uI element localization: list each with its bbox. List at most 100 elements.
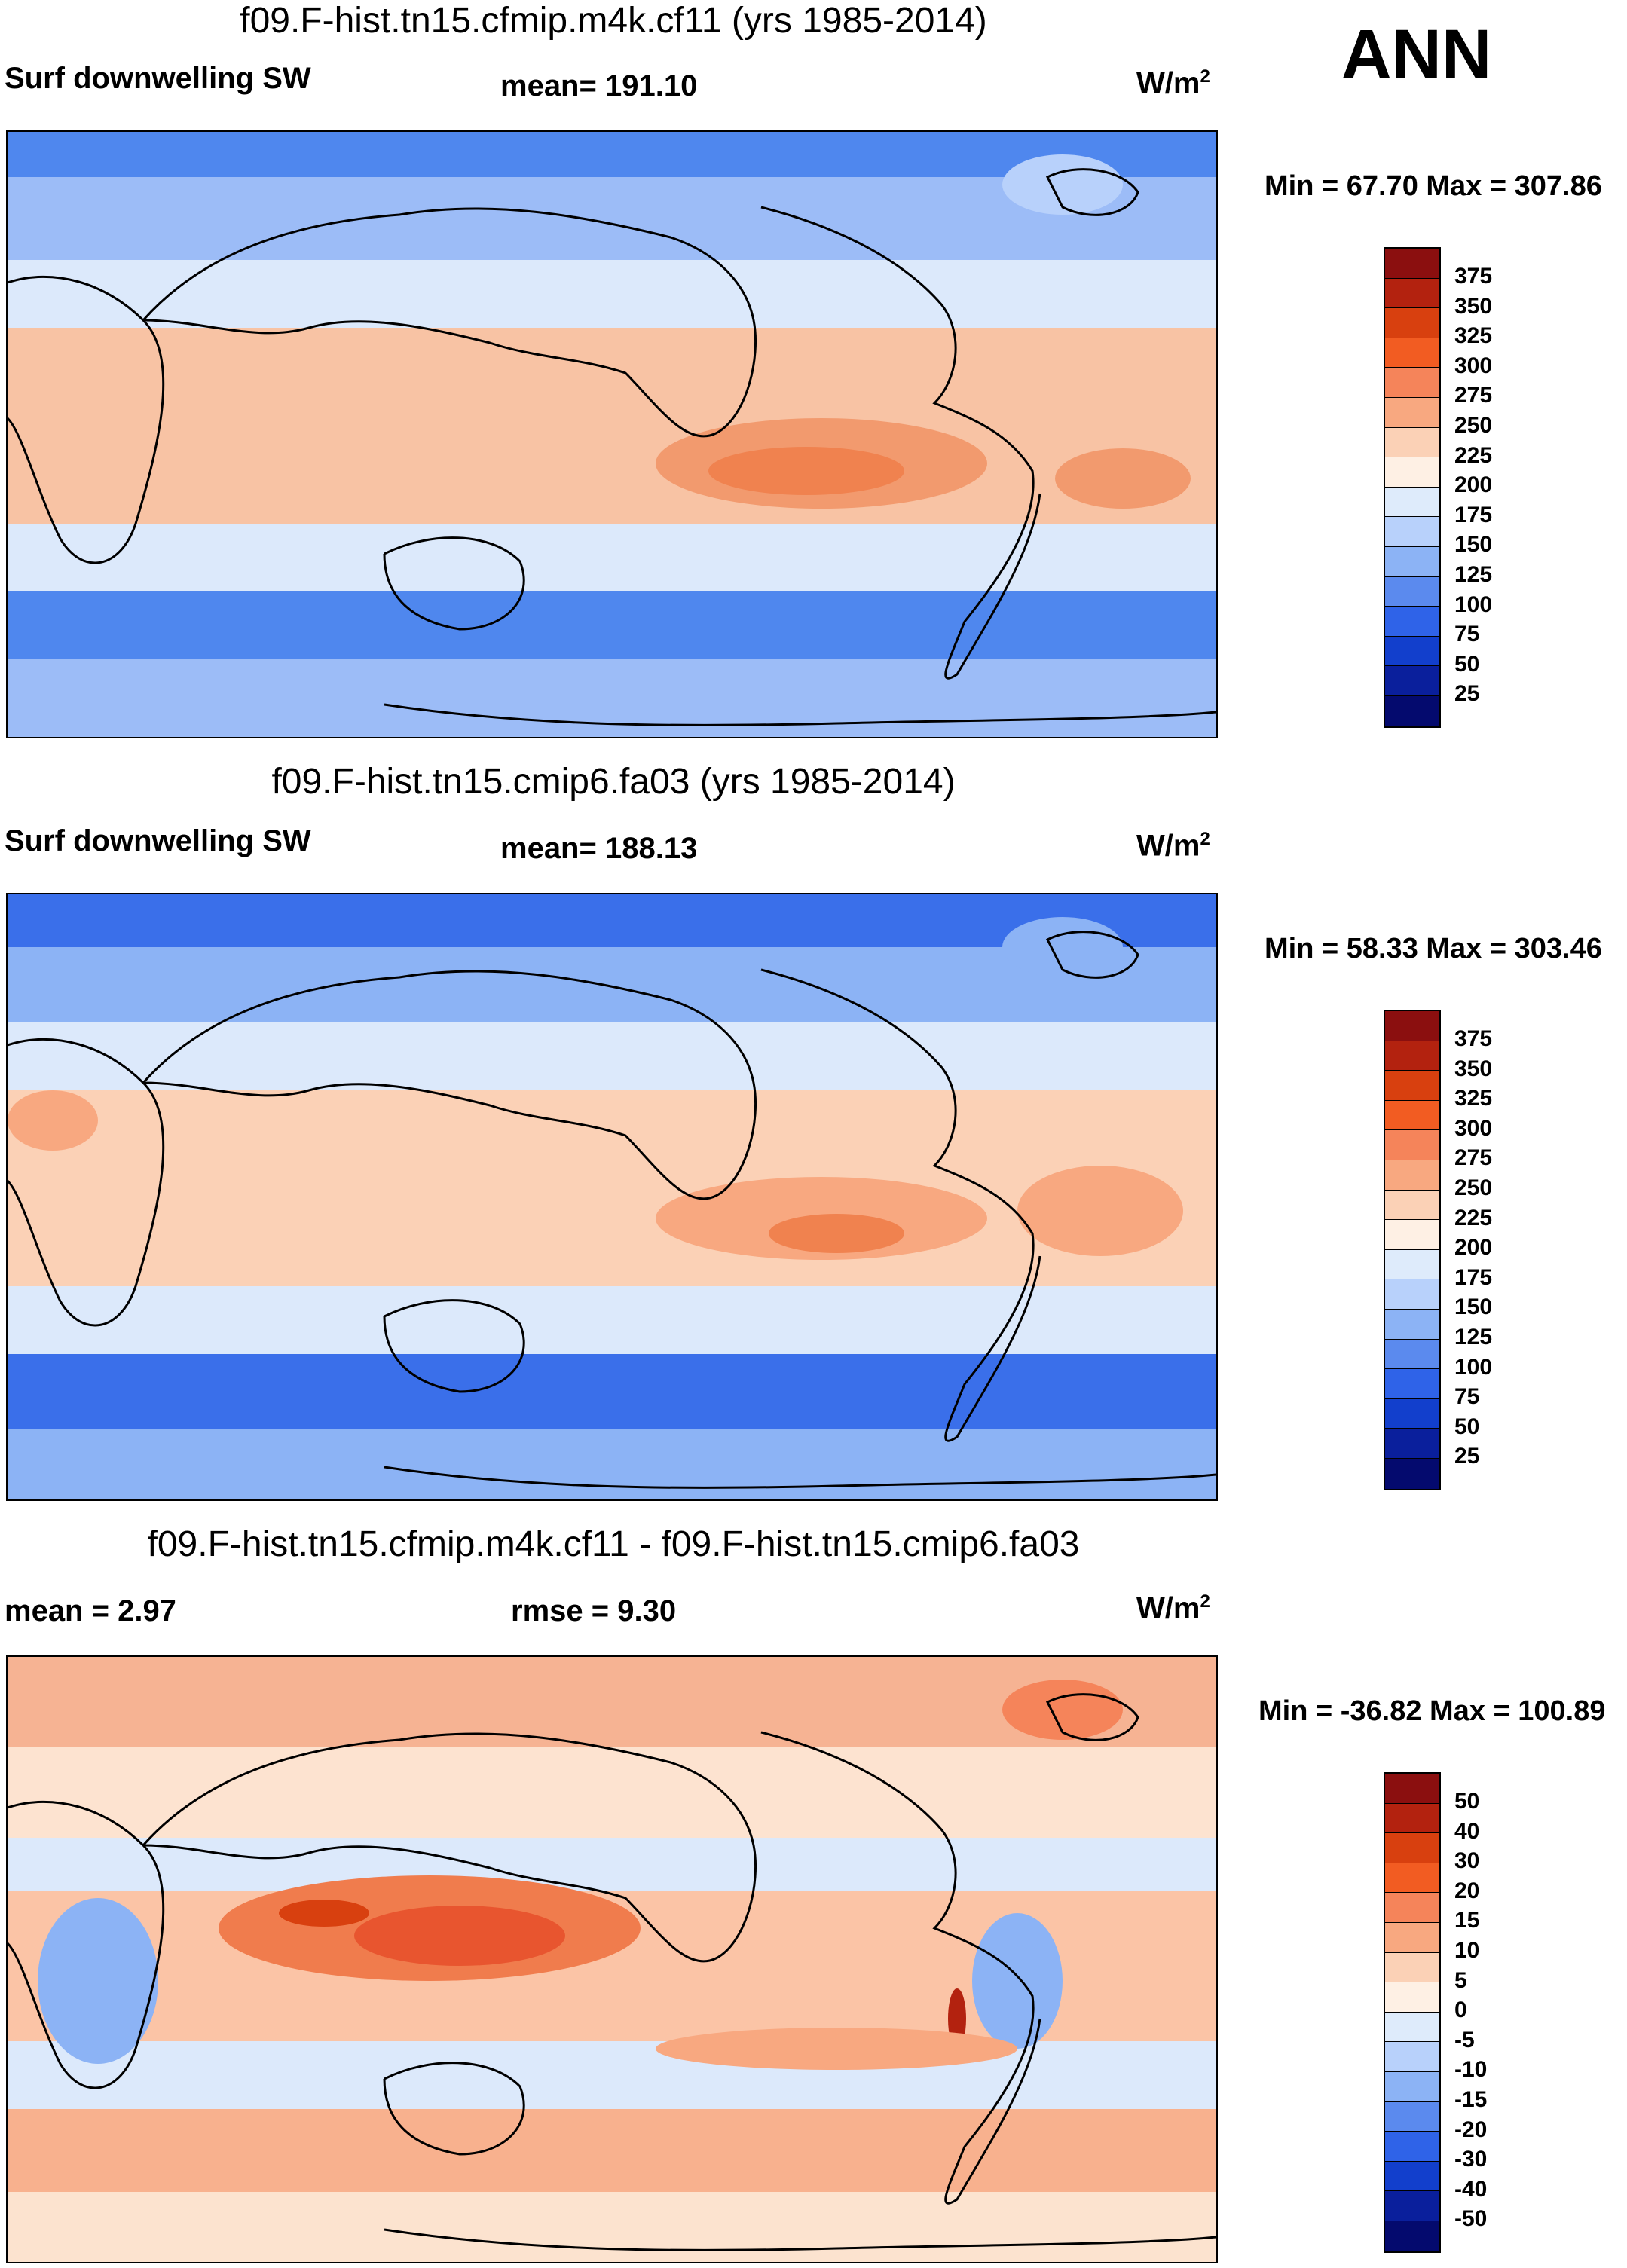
colorbar-tick: -40 [1454, 2177, 1488, 2202]
colorbar-tick: 0 [1454, 1997, 1467, 2022]
colorbar-cell [1385, 2132, 1439, 2162]
panel1-southern-band [8, 591, 1216, 659]
colorbar-cell [1385, 1369, 1439, 1399]
colorbar-tick: 125 [1454, 562, 1493, 587]
colorbar-cell [1385, 1190, 1439, 1221]
colorbar-cell [1385, 666, 1439, 696]
panel1-colorbar [1384, 247, 1441, 728]
colorbar-tick: 275 [1454, 1145, 1493, 1170]
colorbar-tick: 5 [1454, 1968, 1467, 1993]
colorbar-cell [1385, 487, 1439, 518]
colorbar-cell [1385, 546, 1439, 577]
colorbar-cell [1385, 636, 1439, 667]
colorbar-cell [1385, 1893, 1439, 1923]
panel3-midlat-band [8, 1747, 1216, 1838]
panel2-minmax: Min = 58.33 Max = 303.46 [1265, 933, 1602, 964]
panel3-mean-label: mean = 2.97 [5, 1594, 176, 1628]
colorbar-cell [1385, 249, 1439, 279]
panel2-hotspot [769, 1214, 904, 1253]
season-label: ANN [1341, 16, 1492, 93]
colorbar-tick: 25 [1454, 681, 1480, 706]
colorbar-cell [1385, 1429, 1439, 1459]
colorbar-cell [1385, 308, 1439, 338]
colorbar-tick: 250 [1454, 413, 1493, 438]
colorbar-tick: 175 [1454, 1265, 1493, 1290]
colorbar-cell [1385, 2101, 1439, 2132]
colorbar-cell [1385, 1100, 1439, 1131]
panel3-colorbar [1384, 1772, 1441, 2253]
panel1-hotspot [708, 447, 904, 495]
panel2-variable-label: Surf downwelling SW [5, 824, 311, 857]
panel2-coastlines [8, 931, 1216, 1489]
colorbar-cell [1385, 2012, 1439, 2043]
panel1-title: f09.F-hist.tn15.cfmip.m4k.cf11 (yrs 1985… [240, 1, 987, 41]
colorbar-tick: 75 [1454, 1384, 1480, 1409]
colorbar-cell [1385, 1339, 1439, 1370]
colorbar-tick: 75 [1454, 622, 1480, 646]
panel2-midlat-band [8, 1022, 1216, 1090]
colorbar-cell [1385, 1071, 1439, 1101]
colorbar-cell [1385, 368, 1439, 398]
colorbar-cell [1385, 1011, 1439, 1041]
colorbar-tick: 300 [1454, 353, 1493, 378]
colorbar-tick: 125 [1454, 1325, 1493, 1349]
panel3-units: W/m2 [1136, 1591, 1210, 1625]
colorbar-cell [1385, 397, 1439, 428]
colorbar-tick: 350 [1454, 294, 1493, 319]
panel2-units: W/m2 [1136, 829, 1210, 863]
panel3-map-svg [8, 1657, 1216, 2262]
colorbar-tick: 100 [1454, 592, 1493, 617]
colorbar-cell [1385, 278, 1439, 309]
panel2-tropical-band [8, 1090, 1216, 1286]
colorbar-tick: 40 [1454, 1819, 1480, 1844]
panel1-midlat-band [8, 260, 1216, 328]
colorbar-cell [1385, 1982, 1439, 2013]
colorbar-tick: 200 [1454, 472, 1493, 497]
colorbar-tick: 150 [1454, 1294, 1493, 1319]
colorbar-tick: 375 [1454, 1026, 1493, 1051]
colorbar-tick: -30 [1454, 2147, 1488, 2172]
colorbar-cell [1385, 2042, 1439, 2072]
colorbar-cell [1385, 1309, 1439, 1340]
colorbar-tick: 20 [1454, 1878, 1480, 1903]
panel1-variable-label: Surf downwelling SW [5, 62, 311, 95]
colorbar-tick: 50 [1454, 652, 1480, 677]
colorbar-tick: -20 [1454, 2117, 1488, 2142]
colorbar-tick: 100 [1454, 1355, 1493, 1380]
colorbar-tick: 30 [1454, 1848, 1480, 1873]
colorbar-cell [1385, 1041, 1439, 1071]
colorbar-tick: -10 [1454, 2057, 1488, 2082]
colorbar-tick: 350 [1454, 1056, 1493, 1081]
colorbar-tick: -50 [1454, 2206, 1488, 2231]
panel3-coastlines [8, 1693, 1216, 2251]
colorbar-tick: 10 [1454, 1938, 1480, 1963]
panel2-map-svg [8, 894, 1216, 1499]
colorbar-tick: 200 [1454, 1235, 1493, 1260]
colorbar-cell [1385, 607, 1439, 637]
panel3-title: f09.F-hist.tn15.cfmip.m4k.cf11 - f09.F-h… [147, 1524, 1080, 1564]
colorbar-tick: 150 [1454, 532, 1493, 557]
panel3-map [6, 1655, 1218, 2263]
colorbar-cell [1385, 1922, 1439, 1953]
panel3-southern-band [8, 2192, 1216, 2262]
panel3-minmax: Min = -36.82 Max = 100.89 [1258, 1695, 1606, 1727]
colorbar-cell [1385, 2071, 1439, 2102]
colorbar-cell [1385, 1952, 1439, 1983]
colorbar-cell [1385, 1130, 1439, 1160]
colorbar-tick: -5 [1454, 2028, 1475, 2053]
colorbar-cell [1385, 2161, 1439, 2192]
colorbar-cell [1385, 427, 1439, 458]
colorbar-cell [1385, 1803, 1439, 1834]
colorbar-cell [1385, 1220, 1439, 1250]
colorbar-tick: 275 [1454, 383, 1493, 408]
colorbar-tick: 325 [1454, 1086, 1493, 1111]
colorbar-cell [1385, 517, 1439, 547]
colorbar-cell [1385, 1160, 1439, 1191]
colorbar-tick: 250 [1454, 1175, 1493, 1200]
panel1-units: W/m2 [1136, 66, 1210, 100]
colorbar-tick: -15 [1454, 2087, 1488, 2112]
panel1-tropical-band [8, 328, 1216, 524]
panel2-mean-label: mean= 188.13 [500, 832, 698, 865]
colorbar-cell [1385, 1398, 1439, 1429]
panel1-coastlines [8, 168, 1216, 726]
